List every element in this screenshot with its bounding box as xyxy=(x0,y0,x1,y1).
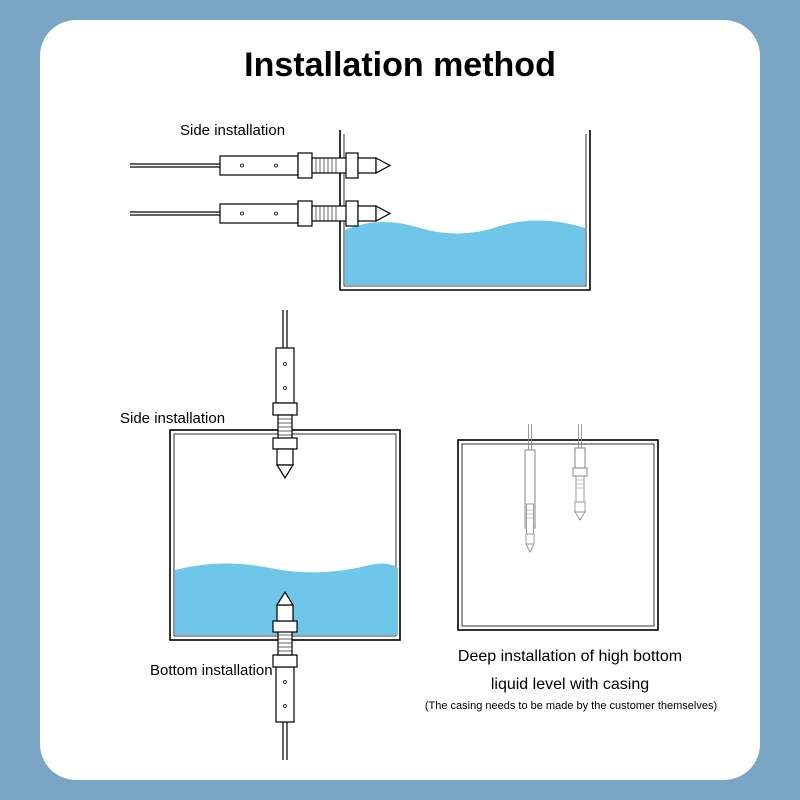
mid-tank-diagram xyxy=(140,310,440,760)
casing-sensor-1-icon xyxy=(525,424,535,552)
caption-line2: liquid level with casing xyxy=(420,676,720,694)
right-tank-diagram xyxy=(440,420,690,650)
sensor-vertical-bottom-icon xyxy=(273,592,297,760)
top-tank-diagram xyxy=(130,120,610,310)
sensor-horizontal-2-icon xyxy=(130,201,390,226)
page-title: Installation method xyxy=(70,46,730,85)
caption-line1: Deep installation of high bottom xyxy=(420,648,720,666)
sensor-horizontal-1-icon xyxy=(130,153,390,178)
diagram-card: Installation method Side installation Si… xyxy=(40,20,760,780)
caption-note: (The casing needs to be made by the cust… xyxy=(416,700,726,712)
casing-sensor-2-icon xyxy=(573,424,587,520)
sensor-vertical-top-icon xyxy=(273,310,297,478)
